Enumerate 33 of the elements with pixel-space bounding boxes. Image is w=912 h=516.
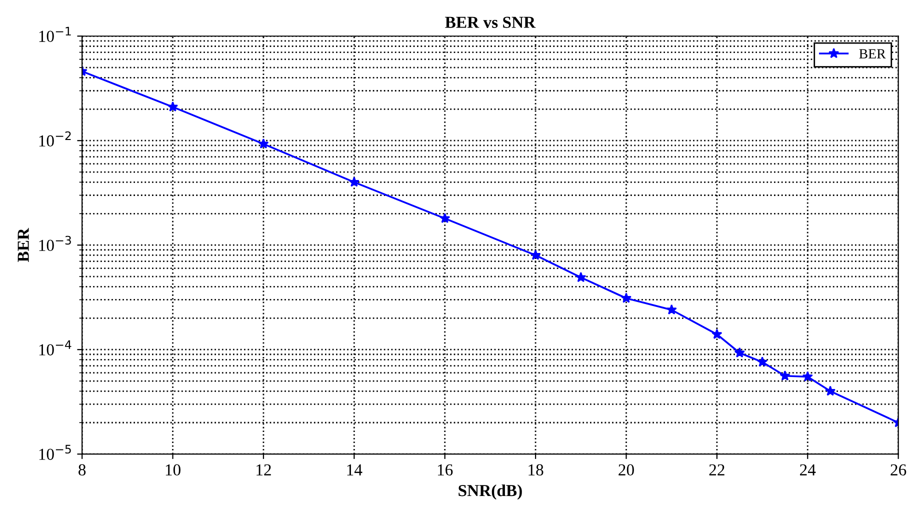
point — [576, 272, 586, 282]
point — [167, 101, 178, 112]
point — [712, 328, 722, 339]
point — [756, 356, 768, 367]
x-tick-label: 8 — [78, 464, 86, 476]
point — [258, 138, 269, 149]
x-tick-label: 22 — [709, 464, 724, 476]
point — [780, 370, 790, 381]
chart-title: BER vs SNR — [445, 16, 536, 28]
point — [666, 304, 677, 314]
x-tick-label: 20 — [618, 464, 634, 476]
point — [530, 250, 541, 260]
point — [440, 212, 450, 224]
x-tick-label: 18 — [528, 464, 544, 476]
y-tick-label: 10$^{−1}$ — [39, 26, 71, 42]
x-tick-label: 10 — [166, 464, 180, 476]
y-tick-label: 10$^{−4}$ — [39, 340, 72, 356]
point — [824, 386, 836, 396]
point — [802, 371, 813, 382]
y-tick-label: 10$^{−3}$ — [39, 236, 71, 252]
legend-label: BER — [859, 49, 886, 58]
x-tick-label: 24 — [800, 464, 816, 476]
x-axis-title: SNR(dB) — [458, 484, 522, 500]
x-tick-label: 26 — [890, 464, 906, 476]
point — [734, 347, 745, 358]
y-tick-label: 10$^{−2}$ — [39, 131, 71, 147]
x-tick-label: 12 — [256, 464, 271, 476]
point — [620, 292, 632, 303]
y-tick-label: 10$^{−5}$ — [39, 444, 71, 460]
y-axis-title: BER — [18, 228, 29, 262]
x-tick-label: 14 — [347, 464, 362, 476]
point — [348, 176, 360, 187]
x-tick-label: 16 — [438, 464, 453, 476]
